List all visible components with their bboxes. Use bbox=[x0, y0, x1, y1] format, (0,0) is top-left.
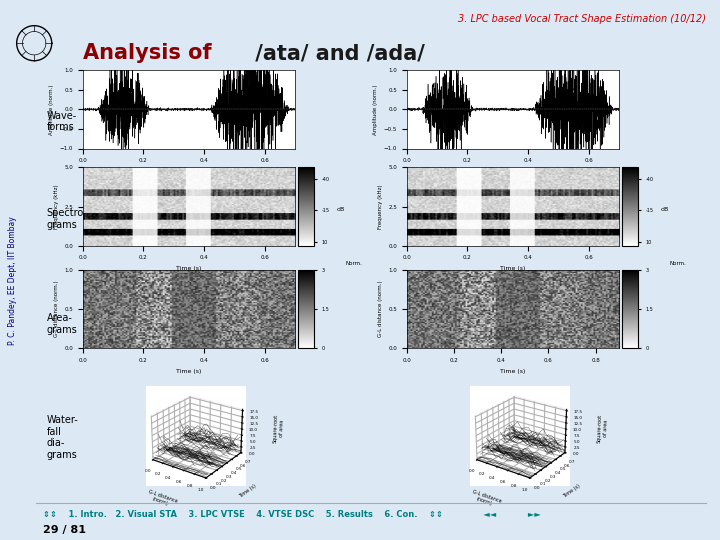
Y-axis label: Frequency (kHz): Frequency (kHz) bbox=[54, 184, 59, 229]
Text: Water-
fall
dia-
grams: Water- fall dia- grams bbox=[47, 415, 78, 460]
Y-axis label: dB: dB bbox=[660, 206, 669, 212]
X-axis label: Time (s): Time (s) bbox=[500, 266, 526, 271]
Y-axis label: Time (s): Time (s) bbox=[562, 483, 581, 499]
Text: Norm.: Norm. bbox=[669, 261, 686, 266]
Text: 29 / 81: 29 / 81 bbox=[43, 525, 86, 535]
X-axis label: Time (s): Time (s) bbox=[176, 369, 202, 374]
Y-axis label: G-L distance (norm.): G-L distance (norm.) bbox=[54, 281, 59, 338]
X-axis label: Time (s): Time (s) bbox=[500, 169, 526, 174]
Y-axis label: Time (s): Time (s) bbox=[238, 483, 257, 499]
Y-axis label: G-L distance (norm.): G-L distance (norm.) bbox=[378, 281, 383, 338]
Text: ⇕⇕    1. Intro.   2. Visual STA    3. LPC VTSE    4. VTSE DSC    5. Results    6: ⇕⇕ 1. Intro. 2. Visual STA 3. LPC VTSE 4… bbox=[43, 510, 541, 518]
X-axis label: Time (s): Time (s) bbox=[176, 169, 202, 174]
Y-axis label: dB: dB bbox=[336, 206, 345, 212]
Text: Area-
grams: Area- grams bbox=[47, 313, 78, 335]
Text: P. C. Pandey, EE Dept, IIT Bombay: P. C. Pandey, EE Dept, IIT Bombay bbox=[8, 217, 17, 345]
Text: /ata/ and /ada/: /ata/ and /ada/ bbox=[248, 43, 426, 63]
Y-axis label: Amplitude (norm.): Amplitude (norm.) bbox=[373, 84, 378, 134]
Y-axis label: Amplitude (norm.): Amplitude (norm.) bbox=[49, 84, 54, 134]
X-axis label: G-L distance
(norm): G-L distance (norm) bbox=[469, 489, 502, 509]
Text: Spectro-
grams: Spectro- grams bbox=[47, 208, 88, 230]
Text: Norm.: Norm. bbox=[345, 261, 362, 266]
Text: 3. LPC based Vocal Tract Shape Estimation (10/12): 3. LPC based Vocal Tract Shape Estimatio… bbox=[458, 14, 706, 24]
Y-axis label: Frequency (kHz): Frequency (kHz) bbox=[378, 184, 383, 229]
X-axis label: Time (s): Time (s) bbox=[176, 266, 202, 271]
X-axis label: G-L distance
(norm): G-L distance (norm) bbox=[145, 489, 178, 509]
Text: Wave-
forms: Wave- forms bbox=[47, 111, 77, 132]
X-axis label: Time (s): Time (s) bbox=[500, 369, 526, 374]
Text: Analysis of: Analysis of bbox=[83, 43, 212, 63]
